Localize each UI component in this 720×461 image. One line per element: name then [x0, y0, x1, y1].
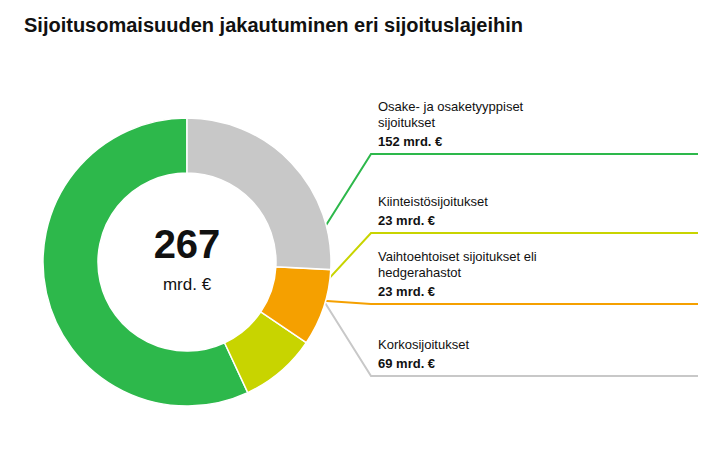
category-label-line: Korkosijoitukset [378, 337, 469, 352]
center-unit: mrd. € [163, 275, 212, 294]
category-label-line: Osake- ja osaketyyppiset [378, 99, 524, 114]
connector [303, 268, 698, 376]
wedge [261, 267, 331, 343]
value-label: 23 mrd. € [378, 284, 435, 299]
category-label-line: Vaihtoehtoiset sijoitukset eli [378, 249, 537, 264]
category-label: Kiinteistösijoitukset [378, 194, 488, 209]
category-label: Korkosijoitukset [378, 337, 469, 352]
value-label: 69 mrd. € [378, 356, 435, 371]
category-label: Osake- ja osaketyyppisetsijoitukset [378, 99, 524, 130]
value-label: 23 mrd. € [378, 213, 435, 228]
title: Sijoitusomaisuuden jakautuminen eri sijo… [24, 14, 523, 36]
connector [297, 299, 698, 304]
category-label-line: hedgerahastot [378, 265, 462, 280]
labels: 152 mrd. € Osake- ja osaketyyppisetsijoit… [378, 99, 537, 371]
center-total: 267 [154, 222, 221, 266]
chart: Sijoitusomaisuuden jakautuminen eri sijo… [0, 0, 720, 461]
category-label-line: Kiinteistösijoitukset [378, 194, 488, 209]
donut [43, 118, 331, 406]
value-label: 152 mrd. € [378, 134, 442, 149]
category-label: Vaihtoehtoiset sijoitukset elihedgerahas… [378, 249, 537, 280]
category-label-line: sijoitukset [378, 115, 435, 130]
